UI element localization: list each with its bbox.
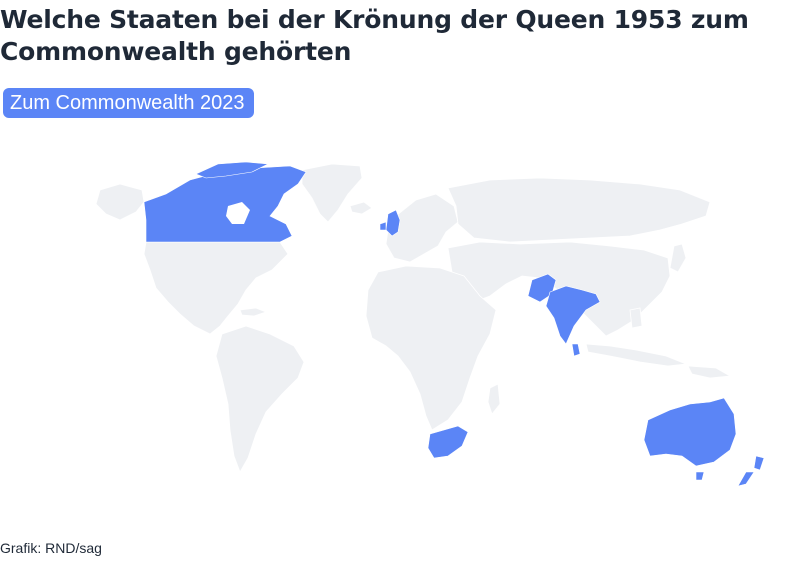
indonesia bbox=[585, 343, 687, 367]
south-africa[interactable] bbox=[427, 425, 469, 459]
madagascar bbox=[487, 383, 501, 415]
world-map[interactable] bbox=[70, 150, 770, 500]
greenland bbox=[301, 163, 363, 223]
russia bbox=[447, 177, 711, 243]
south-america bbox=[215, 325, 305, 473]
tasmania bbox=[695, 471, 705, 481]
philippines bbox=[629, 307, 643, 329]
new-zealand[interactable] bbox=[737, 455, 765, 487]
hudson-bay bbox=[226, 202, 250, 224]
india[interactable] bbox=[545, 285, 601, 345]
iceland bbox=[349, 201, 373, 215]
australia[interactable] bbox=[643, 397, 737, 467]
europe bbox=[385, 193, 459, 263]
northern-ireland bbox=[379, 221, 387, 231]
caribbean bbox=[239, 307, 268, 317]
africa bbox=[365, 265, 497, 431]
north-america-south bbox=[143, 241, 289, 335]
united-kingdom[interactable] bbox=[385, 209, 401, 237]
canada-arctic-islands bbox=[195, 161, 270, 179]
ceylon[interactable] bbox=[571, 343, 581, 357]
canada[interactable] bbox=[143, 165, 307, 243]
commonwealth-1953-countries bbox=[143, 161, 765, 487]
commonwealth-2023-toggle-button[interactable]: Zum Commonwealth 2023 bbox=[3, 88, 254, 118]
chart-title: Welche Staaten bei der Krönung der Queen… bbox=[0, 5, 749, 66]
alaska bbox=[95, 183, 145, 221]
source-credit: Grafik: RND/sag bbox=[0, 540, 102, 556]
map-land bbox=[95, 163, 732, 473]
papua bbox=[687, 365, 732, 379]
japan bbox=[669, 243, 687, 273]
